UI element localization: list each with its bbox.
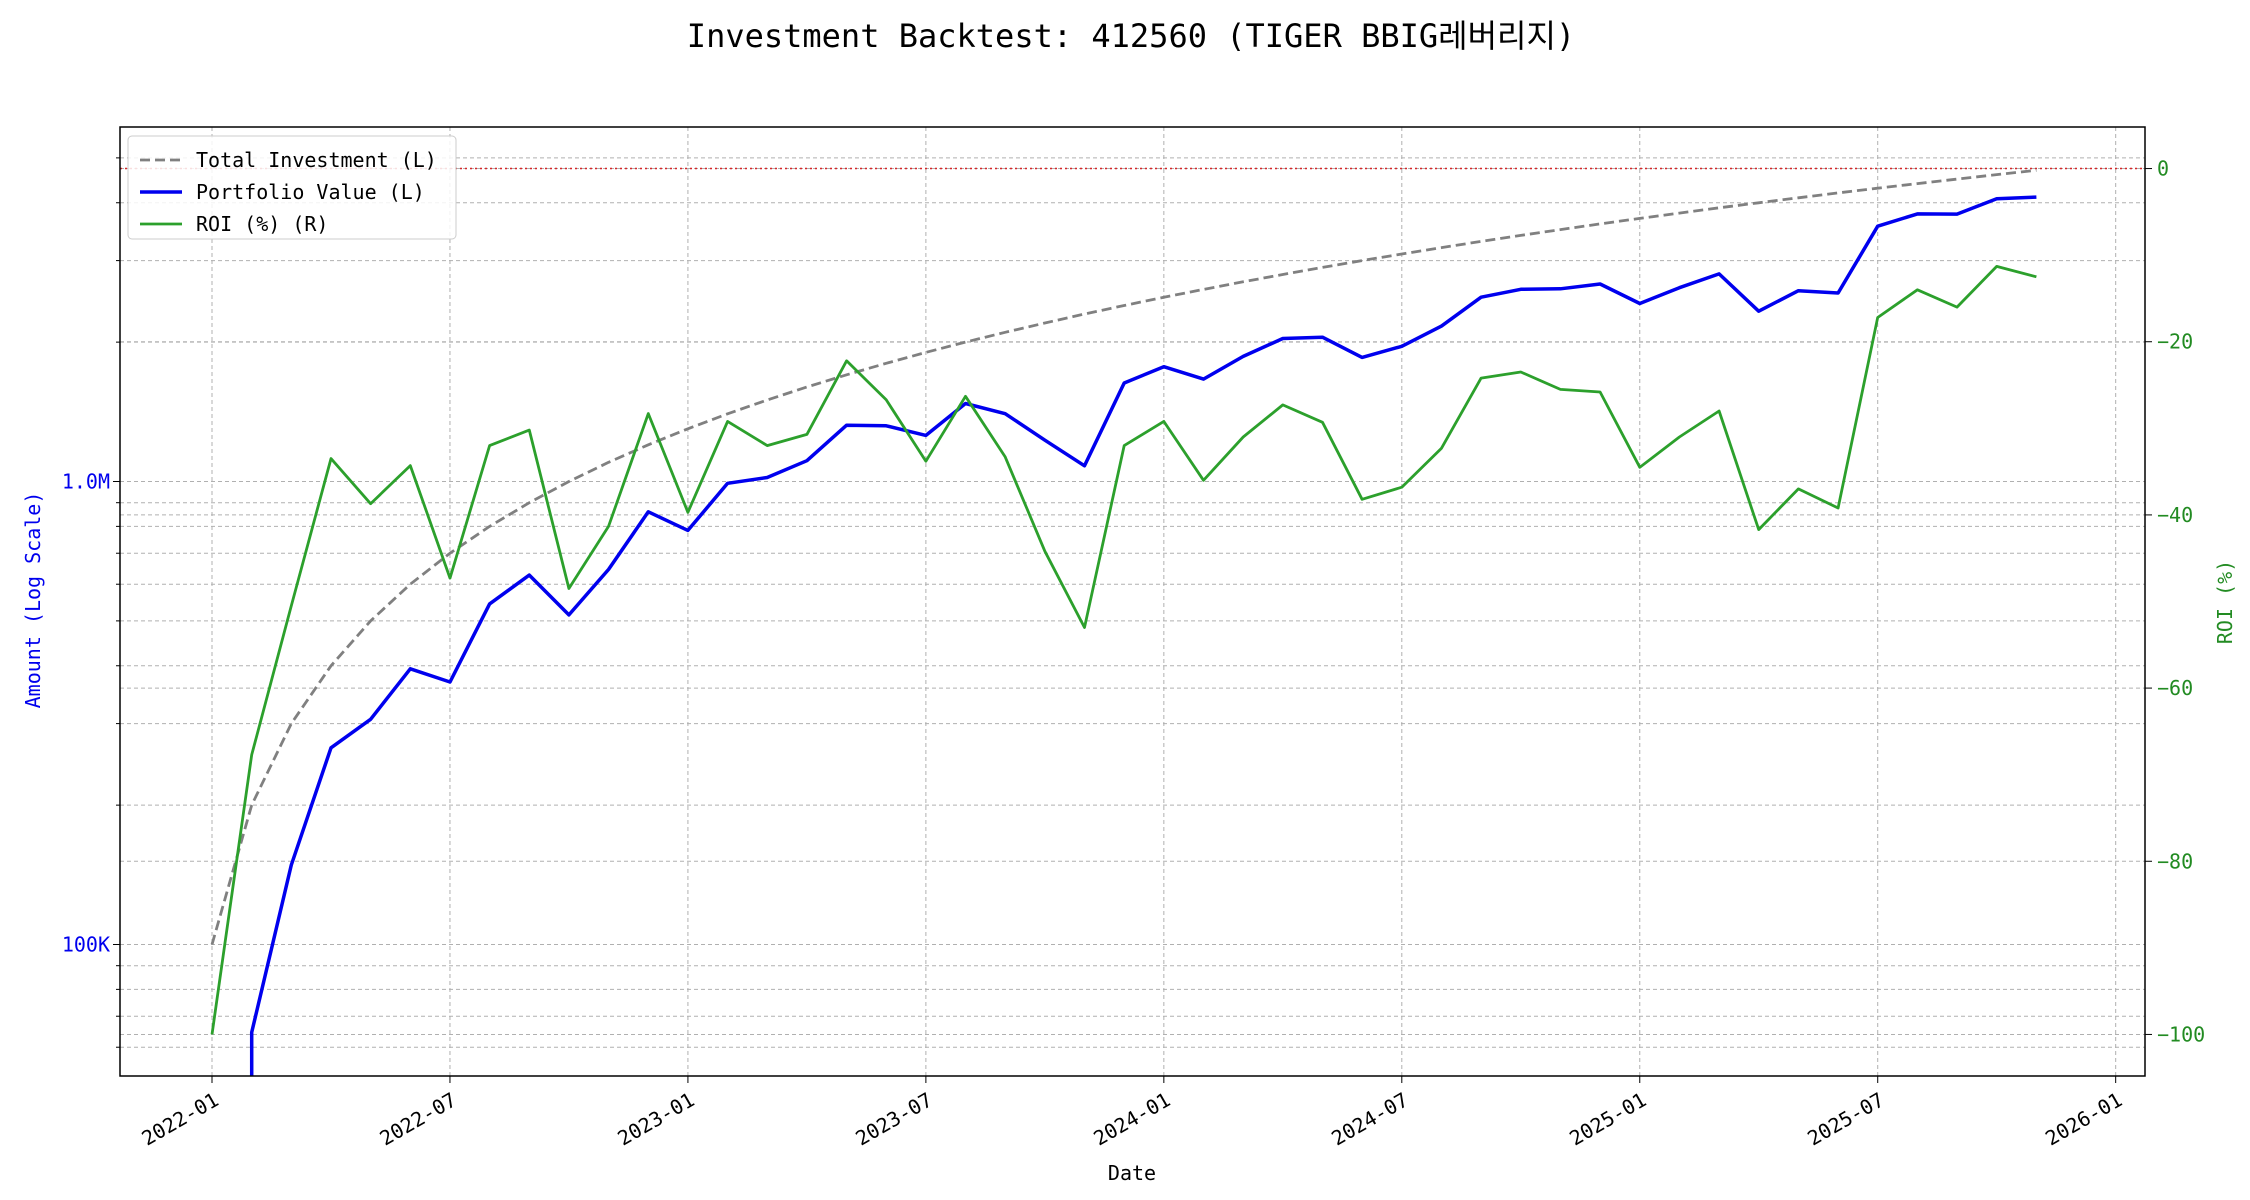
portfolio-value-line [249,195,2037,1076]
x-tick-label: 2025-07 [1803,1088,1888,1151]
x-tick-label: 2026-01 [2041,1088,2126,1151]
y-left-tick-label: 1.0M [62,470,110,494]
x-tick-label: 2024-07 [1327,1088,1412,1151]
grid [120,127,2145,1076]
plot-lines [120,167,2145,1076]
legend-box [127,135,457,240]
y-axis-left-label: Amount (Log Scale) [21,492,45,709]
legend-label: ROI (%) (R) [196,212,328,236]
x-tick-label: 2023-07 [851,1088,936,1151]
x-tick-label: 2025-01 [1565,1088,1650,1151]
legend: Total Investment (L) Portfolio Value (L) R… [127,135,457,240]
y-right-tick-label: −20 [2157,330,2193,354]
y-right-tick-label: −40 [2157,503,2193,527]
x-tick-label: 2022-07 [375,1088,460,1151]
x-axis-label: Date [1108,1161,1156,1185]
y-right-tick-label: −60 [2157,676,2193,700]
y-right-tick-label: 0 [2157,157,2169,181]
axes: 2022-01 2022-07 2023-01 2023-07 2024-01 2024-… [62,157,2205,1151]
total-investment-line [210,168,2037,945]
chart-title: Investment Backtest: 412560 (TIGER BBIG레… [687,17,1575,55]
roi-line [210,264,2037,1035]
y-right-tick-label: −80 [2157,849,2193,873]
x-tick-label: 2022-01 [137,1088,222,1151]
x-tick-label: 2024-01 [1089,1088,1174,1151]
y-axis-right-label: ROI (%) [2213,560,2237,644]
legend-label: Total Investment (L) [196,148,437,172]
y-left-tick-label: 100K [62,933,110,957]
x-tick-label: 2023-01 [613,1088,698,1151]
legend-label: Portfolio Value (L) [196,180,425,204]
plot-frame [119,126,2146,1077]
y-right-tick-label: −100 [2157,1022,2205,1046]
